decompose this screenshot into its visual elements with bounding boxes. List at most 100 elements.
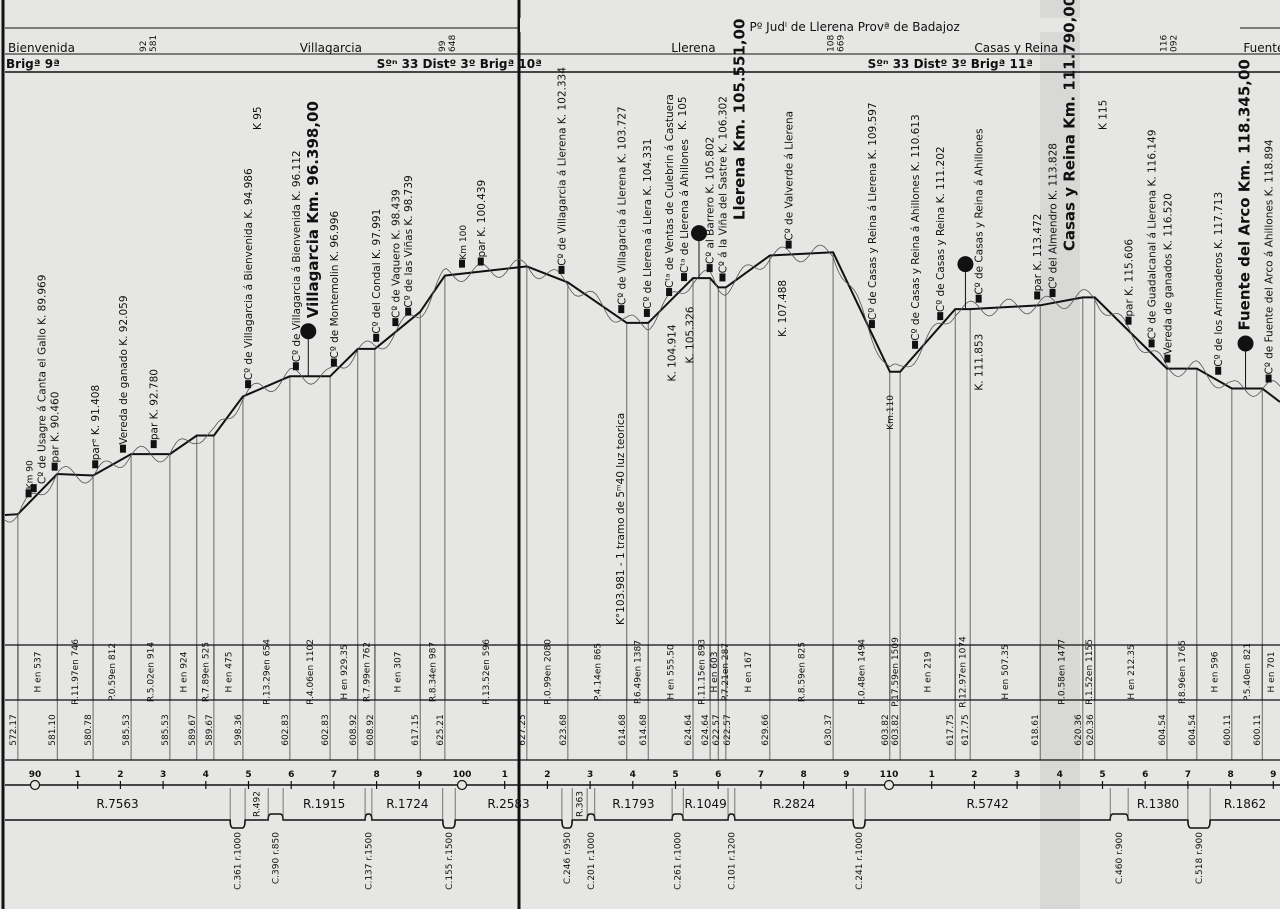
- flag-marker-icon: [912, 340, 919, 349]
- annotation-label: K. 104.914: [667, 324, 679, 381]
- elevation-label: 589.67: [188, 714, 198, 746]
- km-tick-label: 8: [800, 770, 806, 780]
- km-tick-label: 3: [1014, 770, 1020, 780]
- annotation-label: Cº de Montemolin K. 96.996: [329, 211, 341, 359]
- boundary-mark-top: 116: [1160, 35, 1170, 52]
- elevation-label: 627.25: [518, 714, 528, 746]
- header-station-name: Casas y Reina: [974, 41, 1058, 55]
- km-tick-label: 3: [587, 770, 593, 780]
- gradient-label: H en 307: [394, 652, 404, 693]
- elevation-label: 623.68: [559, 714, 569, 746]
- km-tick-label: 7: [331, 770, 337, 780]
- header-station-name: Llerena: [671, 41, 715, 55]
- km-tick-label: 4: [203, 770, 209, 780]
- annotation-label: Cº de las Viñas K. 98.739: [403, 175, 415, 307]
- curve-label: C.390 r.850: [272, 832, 282, 884]
- annotation-label: Vereda de ganado K. 92.059: [118, 295, 130, 444]
- annotation-label: Cº de Villagarcia á Llerena K. 102.334: [556, 67, 568, 266]
- flag-marker-icon: [618, 305, 625, 314]
- flag-marker-icon: [785, 240, 792, 249]
- flag-marker-icon: [719, 273, 726, 282]
- elevation-label: 630.37: [824, 714, 834, 746]
- boundary-mark-top: 92: [139, 41, 149, 52]
- annotation-label: par K. 92.780: [149, 369, 161, 440]
- km-tick-label: 110: [880, 770, 899, 780]
- flag-marker-icon: [1034, 291, 1041, 300]
- section-label: Sºⁿ 33 Distº 3º Brigª 11ª: [868, 57, 1033, 71]
- straight-label: R.2824: [773, 797, 815, 811]
- gradient-label: R.8.59en 825: [797, 642, 807, 702]
- straight-label: R.1049: [684, 797, 726, 811]
- flag-marker-icon: [681, 273, 688, 282]
- straight-label: R.5742: [967, 797, 1009, 811]
- boundary-mark-bottom: 669: [836, 35, 846, 52]
- straight-label: R.492: [253, 791, 263, 817]
- curve-label: C.137 r.1500: [364, 832, 374, 890]
- elevation-label: 622.57: [723, 714, 733, 746]
- gradient-label: H en 555.50: [667, 644, 677, 699]
- km-tick-label: 6: [1142, 770, 1148, 780]
- curve-label: C.246 r.950: [563, 832, 573, 884]
- gradient-label: R.13.29en 654: [262, 639, 272, 705]
- flag-marker-icon: [30, 484, 37, 493]
- gradient-label: H en 507.35: [1001, 644, 1011, 699]
- district-title: Pº Judˡ de Llerena Provª de Badajoz: [749, 20, 959, 34]
- annotation-label: Cº de Villagarcia á Bienvenida K. 96.112: [291, 150, 303, 362]
- gradient-label: H en 219: [924, 651, 934, 692]
- annotation-label: Cº de Casas y Reina á Ahillones K. 110.6…: [910, 114, 922, 340]
- elevation-label: 604.54: [1188, 714, 1198, 746]
- gradient-elevation-table: H en 537 R.11.97en 746 P.0.59en 812 R.5.02e…: [5, 636, 1280, 761]
- straight-label: R.1915: [303, 797, 345, 811]
- gradient-label: H en 475: [224, 652, 234, 693]
- annotation-label: Km 90: [26, 460, 36, 489]
- annotation-label: Cº de Casas y Reina á Llerena K. 109.597: [867, 102, 879, 320]
- km-tick-label: 100: [453, 770, 472, 780]
- annotation-label: Cº de Valverde á Llerena: [784, 111, 796, 241]
- curve-label: C.518 r.900: [1195, 832, 1205, 884]
- km-major-marker: [883, 779, 895, 791]
- km-tick-label: 5: [672, 770, 678, 780]
- elevation-label: 572.17: [9, 714, 19, 746]
- boundary-mark-top: 99: [438, 40, 448, 52]
- elevation-label: 589.67: [205, 714, 215, 746]
- elevation-label: 617.15: [411, 714, 421, 746]
- km-tick-label: 4: [630, 770, 636, 780]
- annotation-label: K. 105: [677, 96, 689, 130]
- elevation-label: 614.68: [618, 714, 628, 746]
- gradient-label: P.17.59en 1509: [891, 637, 901, 707]
- gradient-label: H en 212.35: [1127, 644, 1137, 699]
- straight-label: R.1862: [1224, 797, 1266, 811]
- flag-marker-icon: [330, 358, 337, 367]
- flag-marker-icon: [373, 333, 380, 342]
- gradient-label: R.4.06en 1102: [306, 639, 316, 705]
- elevation-label: 604.54: [1158, 714, 1168, 746]
- km-tick-label: 2: [971, 770, 977, 780]
- gradient-label: H en 929.35: [340, 644, 350, 699]
- gradient-label: P.0.59en 812: [108, 643, 118, 701]
- header-label-bg: [520, 18, 1240, 32]
- flag-marker-icon: [643, 308, 650, 317]
- km-tick-label: 6: [715, 770, 721, 780]
- flag-marker-icon: [405, 307, 412, 316]
- header-station-name: Villagarcia: [300, 41, 362, 55]
- gradient-label: P.5.40en 821: [1243, 643, 1253, 701]
- boundary-mark-bottom: 648: [448, 35, 458, 52]
- alignment-diagram: C.361 r.1000 C.390 r.850 C.137 r.1500 C.155…: [5, 788, 1280, 890]
- gradient-label: P.4.14en 865: [593, 643, 603, 701]
- gradient-label: P.8.96en 1765: [1178, 640, 1188, 704]
- gradient-label: R.11.15en 893: [698, 639, 708, 705]
- gradient-label: P.6.49en 1387: [633, 640, 643, 704]
- annotation-label: Cº de Casas y Reina K. 111.202: [935, 146, 947, 312]
- flag-marker-icon: [1125, 316, 1132, 325]
- station-dot-icon: [1237, 335, 1254, 352]
- km-tick-label: 9: [843, 770, 849, 780]
- km-major-marker: [456, 779, 468, 791]
- elevation-label: 617.75: [961, 714, 971, 746]
- straight-label: R.1724: [386, 797, 428, 811]
- km-tick-label: 1: [502, 770, 508, 780]
- section-label: Sºⁿ 33 Distº 3º Brigª 10ª: [377, 57, 542, 71]
- gradient-label: R.8.34en 987: [429, 642, 439, 702]
- elevation-label: 617.75: [946, 714, 956, 746]
